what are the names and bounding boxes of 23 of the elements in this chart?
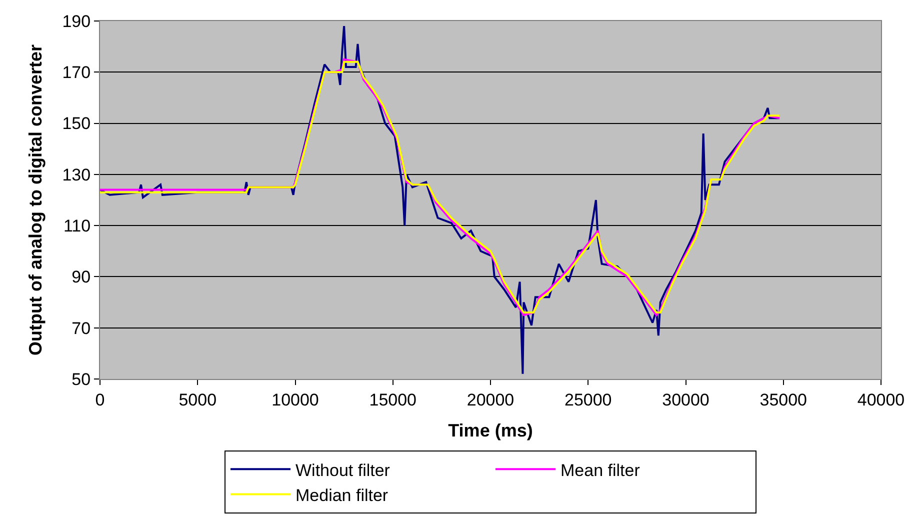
line-series	[100, 25, 780, 375]
y-tick-label: 70	[72, 318, 91, 338]
x-tick-label: 15000	[369, 390, 417, 410]
x-tick-label: 40000	[857, 390, 905, 410]
x-axis-title: Time (ms)	[448, 420, 533, 440]
x-tick-label: 25000	[564, 390, 612, 410]
y-tick-label: 150	[62, 114, 91, 134]
x-tick-label: 5000	[178, 390, 217, 410]
y-tick-label: 50	[72, 370, 91, 389]
legend-label: Mean filter	[560, 460, 640, 480]
y-tick-label: 190	[62, 12, 91, 31]
x-tick-label: 10000	[272, 390, 319, 410]
x-tick-label: 35000	[760, 390, 808, 410]
legend-label: Without filter	[296, 460, 390, 480]
y-tick-label: 90	[72, 268, 91, 287]
legend-label: Median filter	[296, 486, 388, 505]
x-tick-label: 20000	[466, 390, 514, 410]
y-tick-label: 110	[63, 216, 91, 236]
x-tick-label: 0	[95, 390, 105, 410]
x-tick-label: 30000	[662, 390, 710, 410]
y-axis-title: Output of analog to digital converter	[25, 44, 46, 356]
y-tick-label: 130	[62, 165, 91, 184]
y-tick-label: 170	[62, 63, 91, 82]
